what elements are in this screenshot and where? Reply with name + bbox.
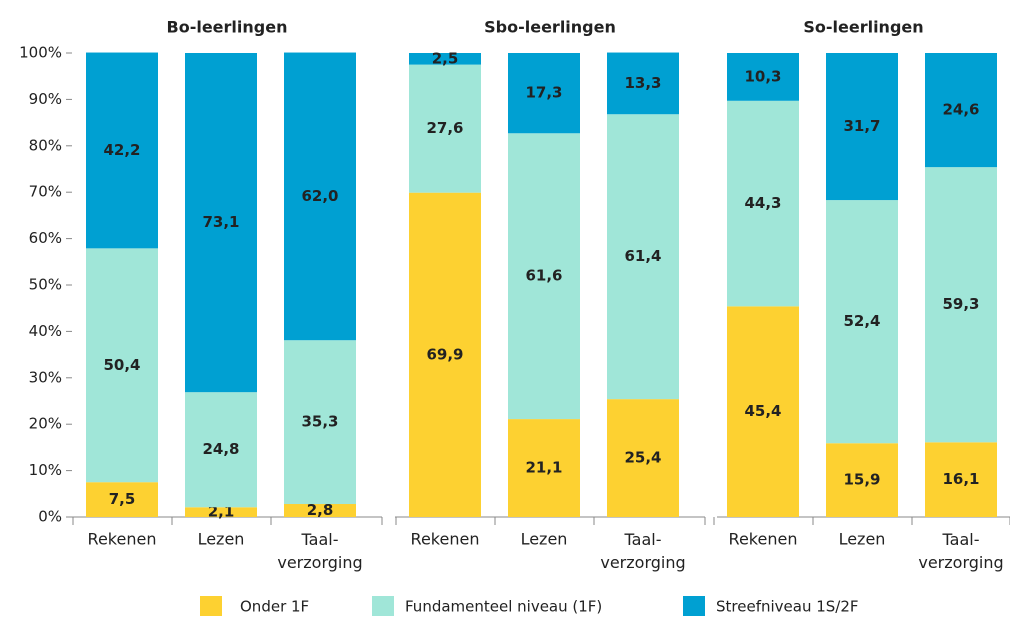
y-tick-label: 20% bbox=[29, 415, 62, 433]
bar-segment bbox=[607, 114, 679, 400]
x-tick-label: Rekenen bbox=[411, 530, 480, 549]
x-tick-label: Lezen bbox=[839, 530, 886, 549]
x-tick-label: Taal-verzorging bbox=[918, 530, 1003, 572]
bar-segment bbox=[826, 200, 898, 444]
value-label: 62,0 bbox=[301, 187, 338, 205]
y-tick-label: 0% bbox=[38, 508, 62, 526]
value-label: 27,6 bbox=[426, 119, 463, 137]
x-tick-label: Taal-verzorging bbox=[277, 530, 362, 572]
value-label: 24,8 bbox=[202, 440, 239, 458]
bar-segment bbox=[185, 53, 257, 393]
value-label: 45,4 bbox=[744, 402, 781, 420]
bar-segment bbox=[508, 53, 580, 134]
y-tick-label: 100% bbox=[19, 44, 62, 62]
value-label: 24,6 bbox=[942, 101, 979, 119]
bar-segment bbox=[86, 248, 158, 483]
y-tick-label: 40% bbox=[29, 322, 62, 340]
legend-swatch bbox=[200, 596, 222, 616]
value-label: 13,3 bbox=[624, 74, 661, 92]
bar-segment bbox=[409, 53, 481, 65]
bar-segment bbox=[727, 306, 799, 517]
legend-label: Fundamenteel niveau (1F) bbox=[405, 598, 602, 616]
bar-segment bbox=[925, 53, 997, 168]
x-tick-label: Rekenen bbox=[729, 530, 798, 549]
value-label: 61,6 bbox=[525, 267, 562, 285]
x-tick-label: Lezen bbox=[521, 530, 568, 549]
bar-segment bbox=[607, 399, 679, 517]
value-label: 21,1 bbox=[525, 459, 562, 477]
value-label: 31,7 bbox=[843, 117, 880, 135]
bar-segment bbox=[284, 340, 356, 505]
bar-segment bbox=[607, 52, 679, 115]
bar-segment bbox=[727, 53, 799, 101]
value-label: 35,3 bbox=[301, 413, 338, 431]
value-label: 7,5 bbox=[109, 490, 136, 508]
value-label: 15,9 bbox=[843, 471, 880, 489]
bar-segment bbox=[826, 443, 898, 517]
bar-segment bbox=[925, 442, 997, 517]
value-label: 73,1 bbox=[202, 213, 239, 231]
panel-title: Sbo-leerlingen bbox=[484, 18, 616, 37]
y-tick-label: 30% bbox=[29, 368, 62, 386]
panel-title: So-leerlingen bbox=[803, 18, 923, 37]
bar-segment bbox=[826, 53, 898, 201]
value-label: 59,3 bbox=[942, 295, 979, 313]
legend-label: Onder 1F bbox=[240, 598, 309, 616]
value-label: 10,3 bbox=[744, 67, 781, 85]
bar-segment bbox=[409, 192, 481, 517]
value-label: 2,5 bbox=[432, 49, 459, 67]
value-label: 50,4 bbox=[103, 356, 140, 374]
value-label: 69,9 bbox=[426, 345, 463, 363]
y-tick-label: 90% bbox=[29, 90, 62, 108]
y-tick-label: 70% bbox=[29, 183, 62, 201]
bar-segment bbox=[86, 52, 158, 249]
value-label: 44,3 bbox=[744, 194, 781, 212]
y-tick-label: 80% bbox=[29, 136, 62, 154]
legend-swatch bbox=[683, 596, 705, 616]
bar-segment bbox=[925, 167, 997, 443]
bar-segment bbox=[727, 100, 799, 307]
value-label: 25,4 bbox=[624, 449, 661, 467]
value-label: 2,8 bbox=[307, 501, 334, 519]
bar-segment bbox=[86, 482, 158, 517]
bar-segment bbox=[284, 52, 356, 341]
bar-segment bbox=[185, 507, 257, 517]
value-label: 42,2 bbox=[103, 141, 140, 159]
x-tick-label: Rekenen bbox=[88, 530, 157, 549]
y-tick-label: 50% bbox=[29, 276, 62, 294]
x-tick-label: Taal-verzorging bbox=[600, 530, 685, 572]
bar-segment bbox=[185, 392, 257, 508]
bar-segment bbox=[508, 419, 580, 517]
panel-title: Bo-leerlingen bbox=[167, 18, 288, 37]
value-label: 52,4 bbox=[843, 312, 880, 330]
legend-label: Streefniveau 1S/2F bbox=[716, 598, 859, 616]
legend-swatch bbox=[372, 596, 394, 616]
value-label: 61,4 bbox=[624, 247, 661, 265]
bar-segment bbox=[284, 504, 356, 517]
bar-segment bbox=[409, 64, 481, 193]
x-tick-label: Lezen bbox=[198, 530, 245, 549]
value-label: 16,1 bbox=[942, 470, 979, 488]
bar-segment bbox=[508, 133, 580, 420]
y-tick-label: 60% bbox=[29, 229, 62, 247]
value-label: 17,3 bbox=[525, 84, 562, 102]
y-tick-label: 10% bbox=[29, 461, 62, 479]
